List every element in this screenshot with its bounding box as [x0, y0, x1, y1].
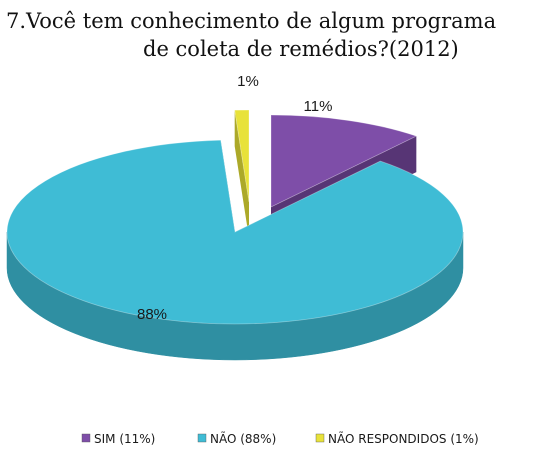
data-labels: 11% 88% 1% [137, 73, 332, 323]
slice-n-o [6, 139, 464, 325]
data-label-sim: 11% [304, 98, 333, 115]
chart-legend: SIM (11%) NÃO (88%) NÃO RESPONDIDOS (1%) [81, 431, 479, 446]
legend-label-n-o: NÃO (88%) [210, 431, 276, 446]
legend-swatch-sim [81, 433, 91, 443]
chart-title-line1: 7.Você tem conhecimento de algum program… [6, 9, 496, 33]
slice-n-o-respondidos [234, 109, 250, 203]
legend-swatch-n-o [197, 433, 207, 443]
data-label-n-o-respondidos: 1% [237, 73, 259, 90]
legend-swatch-n-o-respondidos [315, 433, 325, 443]
legend-label-n-o-respondidos: NÃO RESPONDIDOS (1%) [328, 431, 479, 446]
pie-slices [6, 109, 464, 325]
data-label-n-o: 88% [137, 306, 167, 323]
chart-title-line2: de coleta de remédios?(2012) [143, 37, 459, 61]
slice-sim [270, 114, 418, 208]
slice-cut-n-o-respondidos-0 [234, 110, 249, 238]
legend-label-sim: SIM (11%) [94, 432, 155, 446]
